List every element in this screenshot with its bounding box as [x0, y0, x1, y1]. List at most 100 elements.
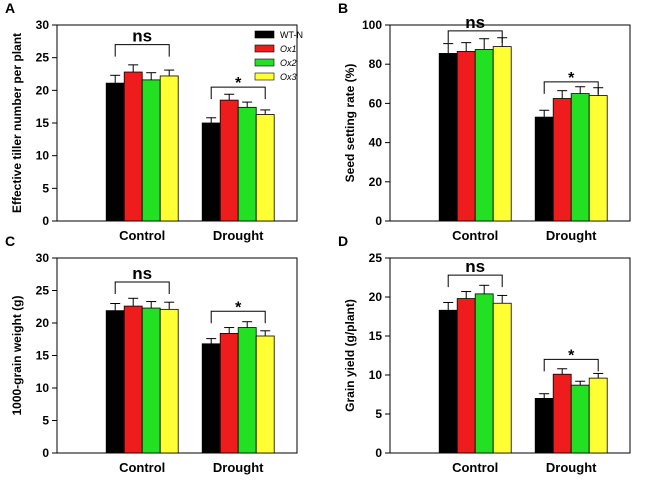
significance-label: *: [235, 299, 242, 316]
panel-a: 0 5 10 15 20 25 30 Effective tiller number per …: [5, 0, 303, 243]
y-tick-label: 0: [375, 214, 382, 228]
bar-ox3-drought: [255, 114, 275, 222]
y-tick-label: 80: [369, 57, 383, 71]
significance-bracket: [114, 281, 170, 295]
bar-wt-n-control: [105, 82, 125, 222]
category-label-drought: Drought: [213, 460, 264, 475]
y-tick-label: 30: [36, 18, 50, 32]
bar-ox3-drought: [588, 377, 608, 454]
panel-c: 0 5 10 15 20 25 30 1000-grain weight (g) C Contro…: [5, 233, 298, 475]
legend-swatch-wt-n: [254, 30, 275, 39]
y-tick-label: 20: [36, 316, 50, 330]
panel-letter: B: [338, 0, 348, 16]
bar-ox2-drought: [237, 106, 257, 222]
category-label-control: Control: [119, 228, 165, 243]
category-label-drought: Drought: [213, 228, 264, 243]
bar-ox1-drought: [219, 99, 239, 222]
bar-ox1-control: [123, 71, 143, 222]
bar-wt-n-control: [105, 310, 125, 454]
panel-letter: C: [5, 233, 15, 249]
y-tick-label: 25: [36, 284, 50, 298]
category-label-control: Control: [452, 228, 498, 243]
bar-ox1-drought: [552, 98, 572, 222]
significance-label: *: [235, 75, 242, 92]
y-tick-label: 15: [36, 116, 50, 130]
bar-ox2-control: [474, 49, 494, 222]
y-tick-label: 60: [369, 96, 383, 110]
bar-ox1-drought: [219, 332, 239, 454]
category-label-control: Control: [119, 460, 165, 475]
y-axis-title: Effective tiller number per plant: [10, 33, 24, 213]
y-tick-label: 20: [369, 290, 383, 304]
y-axis-title: Seed setting rate (%): [343, 64, 357, 183]
significance-label: ns: [132, 264, 152, 283]
y-tick-label: 0: [42, 214, 49, 228]
panel-letter: A: [5, 0, 15, 16]
legend-label-wt-n: WT-N: [280, 30, 303, 40]
bar-wt-n-drought: [534, 116, 554, 222]
category-label-drought: Drought: [546, 460, 597, 475]
y-tick-label: 100: [362, 18, 382, 32]
significance-bracket: [447, 274, 503, 288]
significance-bracket: [114, 44, 170, 57]
legend-label-ox2: Ox2: [280, 58, 297, 68]
y-axis-title: 1000-grain weight (g): [10, 295, 24, 415]
y-tick-label: 30: [36, 251, 50, 265]
significance-bracket: [543, 81, 599, 94]
bar-wt-n-drought: [201, 343, 221, 454]
y-tick-label: 10: [369, 368, 383, 382]
bar-wt-n-drought: [201, 122, 221, 222]
significance-bracket: [543, 358, 599, 372]
bar-ox1-control: [456, 298, 476, 454]
y-tick-label: 0: [375, 446, 382, 460]
y-tick-label: 25: [36, 51, 50, 65]
y-tick-label: 0: [42, 446, 49, 460]
legend-swatch-ox3: [254, 72, 275, 81]
y-tick-label: 10: [36, 149, 50, 163]
legend-label-ox1: Ox1: [280, 44, 297, 54]
bar-ox2-drought: [570, 93, 590, 222]
bar-ox3-drought: [255, 335, 275, 454]
category-label-control: Control: [452, 460, 498, 475]
y-axis-title: Grain yield (g/plant): [343, 299, 357, 412]
bar-ox3-control: [159, 308, 179, 454]
y-tick-label: 5: [375, 407, 382, 421]
y-tick-label: 10: [36, 381, 50, 395]
significance-bracket: [447, 30, 503, 43]
significance-label: *: [568, 347, 575, 364]
y-tick-label: 15: [36, 349, 50, 363]
y-tick-label: 5: [42, 414, 49, 428]
significance-bracket: [210, 86, 266, 100]
bar-wt-n-drought: [534, 397, 554, 454]
significance-label: ns: [465, 13, 485, 32]
bar-ox1-drought: [552, 373, 572, 454]
category-label-drought: Drought: [546, 228, 597, 243]
significance-label: ns: [132, 27, 152, 46]
bar-ox3-control: [492, 302, 512, 454]
panel-b: 0 20 40 60 80 100 Seed setting rate (%) B Contro…: [338, 0, 631, 243]
panel-d: 0 5 10 15 20 25 Grain yield (g/plant) D Control n…: [338, 233, 631, 475]
y-tick-label: 15: [369, 329, 383, 343]
bar-wt-n-control: [438, 53, 458, 222]
bar-ox3-control: [492, 46, 512, 222]
bar-ox2-control: [141, 79, 161, 222]
y-tick-label: 40: [369, 136, 383, 150]
y-tick-label: 20: [369, 175, 383, 189]
bar-ox2-drought: [570, 384, 590, 454]
panel-letter: D: [338, 233, 348, 249]
legend-swatch-ox1: [254, 44, 275, 53]
y-tick-label: 25: [369, 251, 383, 265]
y-tick-label: 5: [42, 181, 49, 195]
bar-ox1-control: [123, 305, 143, 454]
bar-ox2-control: [141, 307, 161, 454]
significance-bracket: [210, 310, 266, 324]
bar-ox2-control: [474, 293, 494, 454]
significance-label: ns: [465, 257, 485, 276]
bar-ox3-control: [159, 75, 179, 222]
y-tick-label: 20: [36, 83, 50, 97]
bar-ox2-drought: [237, 327, 257, 454]
significance-label: *: [568, 70, 575, 87]
bar-ox3-drought: [588, 95, 608, 222]
legend-label-ox3: Ox3: [280, 72, 297, 82]
